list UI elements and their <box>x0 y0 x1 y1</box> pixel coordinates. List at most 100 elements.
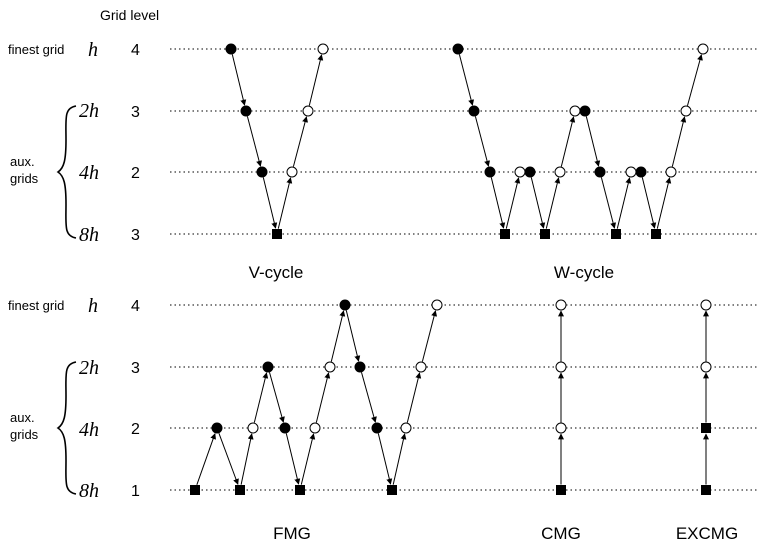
transfer-arrow <box>392 433 407 485</box>
spacing-label-4h: 4h <box>79 162 99 184</box>
coarse-solve-square <box>611 229 621 239</box>
transfer-arrow <box>421 310 438 362</box>
coarse-solve-square <box>651 229 661 239</box>
post-smoothing-node <box>431 299 443 311</box>
v-cycle-diagram <box>225 43 329 239</box>
cycle-title-v-cycle: V-cycle <box>249 263 304 282</box>
transfer-arrow <box>600 177 617 229</box>
coarse-solve-square <box>295 485 305 495</box>
coarse-solve-square <box>272 229 282 239</box>
post-smoothing-node <box>514 166 526 178</box>
top-row-labels: finest grid h 2h 4h 8h 4 3 2 3 aux. grid… <box>8 39 140 246</box>
transfer-arrow <box>474 116 491 167</box>
pre-smoothing-node <box>211 422 223 434</box>
aux-grids-label-line2: grids <box>10 171 39 186</box>
transfer-arrow <box>585 116 601 167</box>
coarse-solve-square <box>190 485 200 495</box>
transfer-arrow <box>300 433 316 485</box>
post-smoothing-node <box>697 43 709 55</box>
transfer-arrow <box>253 372 269 423</box>
spacing-label-h: h <box>88 39 98 61</box>
coarse-solve-square <box>235 485 245 495</box>
level-label-3: 3 <box>131 104 140 121</box>
post-smoothing-node <box>680 105 692 117</box>
coarse-solve-square <box>701 423 711 433</box>
cmg-diagram <box>555 299 567 495</box>
pre-smoothing-node <box>484 166 496 178</box>
transfer-arrow <box>196 433 217 485</box>
cycle-title-fmg: FMG <box>273 524 311 543</box>
post-smoothing-node <box>555 361 567 373</box>
transfer-arrow <box>360 372 377 423</box>
transfer-arrow <box>377 433 393 485</box>
post-smoothing-node <box>625 166 637 178</box>
post-smoothing-node <box>400 422 412 434</box>
excmg-diagram <box>700 299 712 495</box>
post-smoothing-node <box>324 361 336 373</box>
finest-grid-label: finest grid <box>8 42 64 57</box>
transfer-arrow <box>262 177 278 229</box>
level-label-1: 1 <box>131 483 140 500</box>
post-smoothing-node <box>309 422 321 434</box>
post-smoothing-node <box>555 299 567 311</box>
transfer-arrow <box>490 177 506 229</box>
transfer-arrow <box>292 116 309 167</box>
transfer-arrow <box>530 177 546 229</box>
transfer-arrow <box>671 116 687 167</box>
pre-smoothing-node <box>594 166 606 178</box>
transfer-arrow <box>545 177 561 229</box>
spacing-label-8h: 8h <box>79 480 99 502</box>
spacing-label-4h: 4h <box>79 419 99 441</box>
spacing-label-8h: 8h <box>79 224 99 246</box>
pre-smoothing-node <box>579 105 591 117</box>
pre-smoothing-node <box>279 422 291 434</box>
transfer-arrow <box>277 177 293 229</box>
post-smoothing-node <box>247 422 259 434</box>
level-label-3: 3 <box>131 360 140 377</box>
transfer-arrow <box>406 372 422 423</box>
post-smoothing-node <box>665 166 677 178</box>
level-label-1: 3 <box>131 227 140 244</box>
pre-smoothing-node <box>371 422 383 434</box>
pre-smoothing-node <box>635 166 647 178</box>
post-smoothing-node <box>700 299 712 311</box>
transfer-arrow <box>308 54 324 106</box>
post-smoothing-node <box>286 166 298 178</box>
finest-grid-label: finest grid <box>8 298 64 313</box>
coarse-solve-square <box>701 485 711 495</box>
aux-grids-label-line1: aux. <box>10 154 35 169</box>
spacing-label-2h: 2h <box>79 357 99 379</box>
fmg-diagram <box>190 299 443 495</box>
post-smoothing-node <box>415 361 427 373</box>
pre-smoothing-node <box>468 105 480 117</box>
coarse-solve-square <box>500 229 510 239</box>
pre-smoothing-node <box>256 166 268 178</box>
aux-grids-label-line2: grids <box>10 427 39 442</box>
transfer-arrow <box>268 372 285 423</box>
pre-smoothing-node <box>452 43 464 55</box>
transfer-arrow <box>505 177 521 229</box>
transfer-arrow <box>616 177 632 229</box>
transfer-arrow <box>240 433 254 485</box>
post-smoothing-node <box>569 105 581 117</box>
post-smoothing-node <box>317 43 329 55</box>
pre-smoothing-node <box>225 43 237 55</box>
transfer-arrow <box>231 54 247 106</box>
pre-smoothing-node <box>262 361 274 373</box>
transfer-arrow <box>315 372 331 423</box>
coarse-solve-square <box>387 485 397 495</box>
transfer-arrow <box>246 116 263 167</box>
transfer-arrow <box>345 310 361 362</box>
transfer-arrow <box>656 177 672 229</box>
cycle-title-excmg: EXCMG <box>676 524 738 543</box>
level-label-4: 4 <box>131 298 140 315</box>
coarse-solve-square <box>540 229 550 239</box>
aux-grids-label-line1: aux. <box>10 410 35 425</box>
coarse-solve-square <box>556 485 566 495</box>
spacing-label-h: h <box>88 295 98 317</box>
transfer-arrow <box>686 54 703 106</box>
cycle-title-w-cycle: W-cycle <box>554 263 614 282</box>
bottom-row-labels: finest grid h 2h 4h 8h 4 3 2 1 aux. grid… <box>8 295 140 502</box>
transfer-arrow <box>458 54 475 106</box>
